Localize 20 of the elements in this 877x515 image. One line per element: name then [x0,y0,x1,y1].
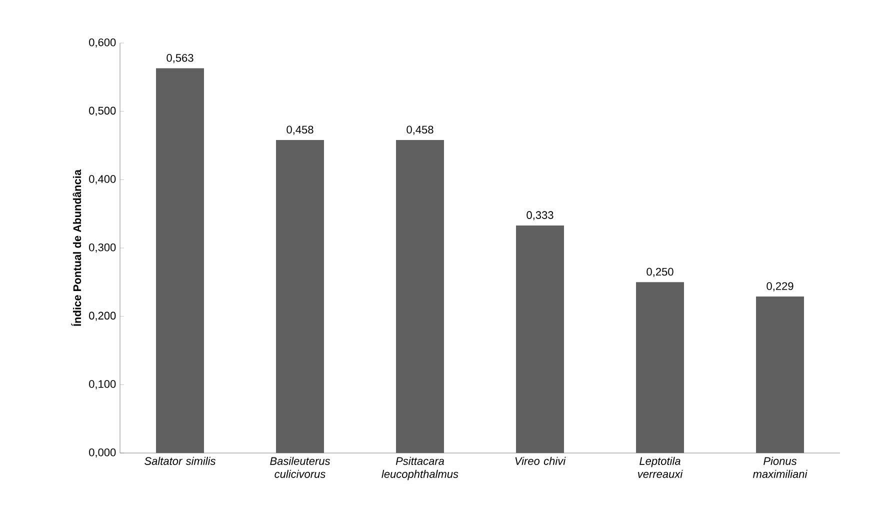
x-tick-label: Vireo chivi [515,456,566,465]
data-label: 0,458 [286,126,314,135]
x-tick-label: Leptotila verreauxi [638,456,683,478]
y-tick-label: 0,600 [89,38,116,48]
data-label: 0,458 [406,126,434,135]
y-tick-label: 0,300 [89,243,116,253]
x-tick-label: Basileuterus culicivorus [270,456,330,478]
x-tick-label: Saltator similis [144,456,216,465]
data-label: 0,333 [526,211,554,220]
x-tick-label: Psittacara leucophthalmus [382,456,458,480]
y-tick-label: 0,500 [89,106,116,116]
y-tick-label: 0,400 [89,175,116,184]
y-tick-label: 0,200 [89,312,116,321]
data-label: 0,563 [166,54,194,64]
y-tick-label: 0,000 [89,448,116,458]
y-axis-title: Índice Pontual de Abundância [71,169,82,326]
data-label: 0,250 [646,268,674,277]
y-tick-label: 0,100 [89,380,116,390]
data-label: 0,229 [766,282,794,292]
x-tick-label: Pionus maximiliani [752,456,808,478]
